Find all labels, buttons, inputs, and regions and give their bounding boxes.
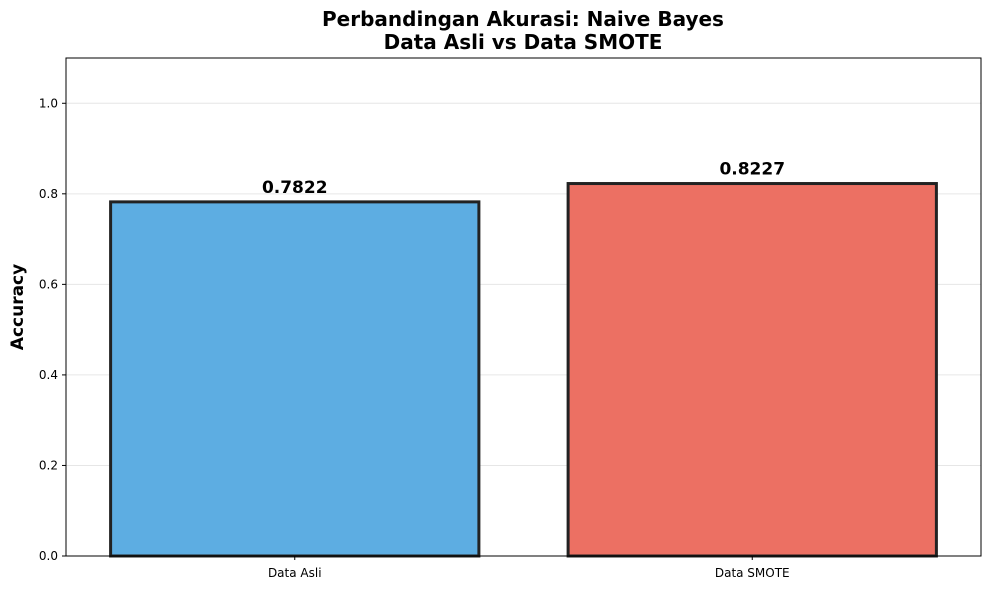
bar-value-label: 0.8227 bbox=[719, 160, 785, 180]
bars bbox=[109, 182, 938, 558]
x-tick-label: Data SMOTE bbox=[715, 566, 790, 580]
data-labels: 0.7822 0.8227 bbox=[262, 160, 785, 198]
y-tick-label: 0.8 bbox=[39, 187, 58, 201]
bar-value-label: 0.7822 bbox=[262, 178, 328, 198]
plot-frame bbox=[65, 57, 982, 557]
y-axis-label: Accuracy bbox=[8, 264, 28, 350]
x-axis-ticks: Data Asli Data SMOTE bbox=[268, 556, 790, 580]
bar-data-asli bbox=[109, 200, 481, 558]
y-tick-label: 1.0 bbox=[39, 96, 58, 110]
y-axis-ticks: 0.0 0.2 0.4 0.6 0.8 1.0 bbox=[39, 96, 66, 563]
y-tick-label: 0.6 bbox=[39, 277, 58, 291]
y-tick-label: 0.2 bbox=[39, 458, 58, 472]
x-tick-label: Data Asli bbox=[268, 566, 322, 580]
bar-data-smote bbox=[566, 182, 938, 558]
chart-title-line-2: Data Asli vs Data SMOTE bbox=[384, 30, 663, 54]
y-tick-label: 0.0 bbox=[39, 549, 58, 563]
y-tick-label: 0.4 bbox=[39, 368, 58, 382]
chart-title-line-1: Perbandingan Akurasi: Naive Bayes bbox=[322, 7, 724, 31]
